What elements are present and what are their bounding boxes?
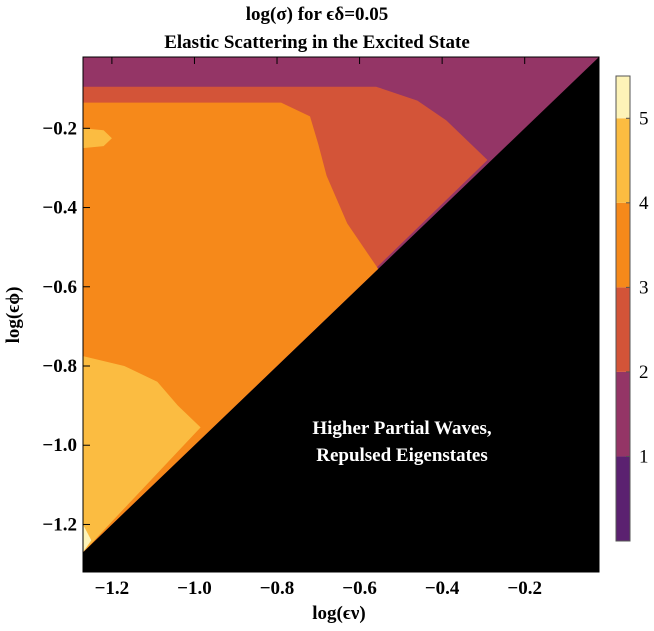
contour-region-level-4 xyxy=(83,356,201,553)
masked-region-annotation-line1: Higher Partial Waves, xyxy=(312,418,492,439)
x-tick-label: −1.2 xyxy=(95,578,130,599)
colorbar-band-4 xyxy=(616,118,630,203)
colorbar-tick-label: 3 xyxy=(639,277,649,298)
x-tick-label: −0.2 xyxy=(507,578,542,599)
x-tick-label: −0.4 xyxy=(425,578,460,599)
colorbar-band-5 xyxy=(616,76,630,119)
x-axis-label: log(ϵν) xyxy=(312,603,365,624)
contour-region-level-4 xyxy=(83,128,112,149)
colorbar-band-2 xyxy=(616,287,630,372)
chart-title-line1: log(σ) for ϵδ=0.05 xyxy=(246,4,389,25)
masked-region-annotation-line2: Repulsed Eigenstates xyxy=(316,445,488,466)
y-tick-label: −0.4 xyxy=(42,198,77,219)
colorbar: 1 2 3 4 5 xyxy=(615,75,649,542)
y-tick-label: −1.2 xyxy=(42,514,77,535)
contour-fills xyxy=(83,57,599,572)
plot-area xyxy=(83,57,599,572)
colorbar-tick-label: 4 xyxy=(639,193,649,214)
colorbar-band-3 xyxy=(616,202,630,288)
y-tick-label: −0.6 xyxy=(42,277,77,298)
y-tick-label: −0.8 xyxy=(42,356,77,377)
y-axis-label: log(ϵϕ) xyxy=(3,287,24,344)
colorbar-band-1 xyxy=(616,371,630,457)
x-tick-label: −0.8 xyxy=(260,578,295,599)
y-tick-label: −0.2 xyxy=(42,118,77,139)
chart-title-line2: Elastic Scattering in the Excited State xyxy=(164,32,470,53)
colorbar-tick-label: 5 xyxy=(639,108,649,129)
colorbar-tick-label: 2 xyxy=(639,362,649,383)
plot-frame xyxy=(82,56,600,573)
colorbar-band-0 xyxy=(616,456,630,541)
y-tick-label: −1.0 xyxy=(42,435,77,456)
contour-region-level-5 xyxy=(83,524,92,553)
colorbar-tick-label: 1 xyxy=(639,446,649,467)
x-tick-label: −1.0 xyxy=(177,578,212,599)
axes: −1.2 −1.0 −0.8 −0.6 −0.4 −0.2 −0.2 −0.4 −0.6 −0.8… xyxy=(42,56,600,599)
x-tick-label: −0.6 xyxy=(342,578,377,599)
colorbar-frame xyxy=(615,75,631,542)
